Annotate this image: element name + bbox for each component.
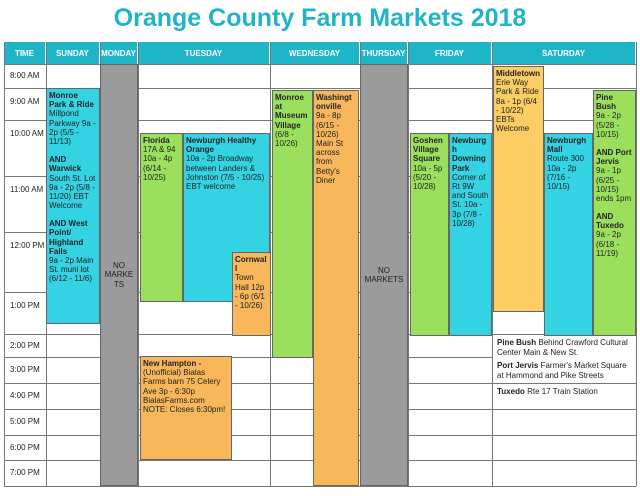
market-detail: 9a - 8p (6/15 - 10/26) Main St across fr… <box>316 111 344 185</box>
market-block: Monroe at Museum Village (6/8 - 10/26) <box>272 90 313 358</box>
market-block: Middletown Erie Way Park & Ride 8a - 1p (… <box>493 66 544 312</box>
market-name: AND West Point/ Highland Falls <box>49 219 88 256</box>
time-label: 12:00 PM <box>10 241 45 250</box>
row-line <box>4 486 636 487</box>
market-name: Cornwall <box>235 255 267 274</box>
market-block: NO MARKETS <box>100 64 138 486</box>
market-detail: (Unofficial) Bialas Farms barn 75 Celery… <box>143 368 226 414</box>
market-detail: Millpond Parkway 9a - 2p (5/5 - 11/13) <box>49 109 96 146</box>
column-header: SATURDAY <box>492 42 636 64</box>
note-title: Pine Bush <box>497 338 537 347</box>
column-header: FRIDAY <box>408 42 492 64</box>
time-label: 9:00 AM <box>10 97 40 106</box>
time-label: 10:00 AM <box>10 129 44 138</box>
time-label: 7:00 PM <box>10 468 40 477</box>
market-name: Pine Bush <box>596 93 616 112</box>
market-block: NO MARKETS <box>360 64 408 486</box>
market-block: Monroe Park & Ride Millpond Parkway 9a - … <box>46 88 100 324</box>
row-line <box>4 64 636 65</box>
market-detail: 9a - 2p (6/18 - 11/19) <box>596 230 621 258</box>
row-line <box>4 88 636 89</box>
market-name: Washingtonville <box>316 93 352 112</box>
market-block: Florida 17A & 94 10a - 4p (6/14 - 10/25) <box>140 133 183 302</box>
market-detail: South St. Lot 9a - 2p (5/8 - 11/20) EBT … <box>49 173 96 211</box>
note-detail: Rte 17 Train Station <box>527 387 598 396</box>
market-block: Newburgh Healthy Orange 10a - 2p Broadway… <box>183 133 270 302</box>
market-block: Washingtonville 9a - 8p (6/15 - 10/26) Ma… <box>313 90 359 486</box>
market-detail: 9a - 1p (6/25 - 10/15) ends 1pm <box>596 166 632 203</box>
market-detail: Town Hall 12p - 6p (6/1 - 10/26) <box>235 273 265 310</box>
market-block: Newburgh Mall Route 300 10a - 2p (7/16 - … <box>544 133 593 336</box>
market-name: Monroe at Museum Village <box>275 93 308 130</box>
market-detail: 10a - 2p Broadway between Landers & John… <box>186 154 265 191</box>
location-note: Tuxedo Rte 17 Train Station <box>493 385 636 399</box>
time-label: 3:00 PM <box>10 365 40 374</box>
note-detail: Behind Crawford Cultural Center Main & N… <box>497 338 628 357</box>
market-name: New Hampton - <box>143 359 202 368</box>
market-block: Newburgh Downing Park Corner of Rt 9W and… <box>449 133 492 336</box>
column-line <box>492 42 493 486</box>
time-label: 5:00 PM <box>10 417 40 426</box>
column-header: MONDAY <box>100 42 138 64</box>
market-block: Pine Bush 9a - 2p (5/28 - 10/15) AND Port … <box>593 90 636 336</box>
market-detail: 10a - 5p (5/20 - 10/28) <box>413 163 443 191</box>
market-detail: NO MARKETS <box>364 265 404 284</box>
market-detail: Erie Way Park & Ride 8a - 1p (6/4 - 10/2… <box>496 78 539 134</box>
market-name: Newburgh Downing Park <box>452 136 487 173</box>
market-name: AND Tuxedo <box>596 212 624 231</box>
market-name: AND Port Jervis <box>596 147 632 167</box>
time-label: 11:00 AM <box>10 185 44 194</box>
note-detail: Farmer's Market Square at Hammond and Pi… <box>497 361 627 380</box>
market-name: Newburgh Mall <box>547 136 587 155</box>
time-label: 6:00 PM <box>10 442 40 452</box>
market-detail: 9a - 2p (5/28 - 10/15) <box>596 111 621 139</box>
page-title: Orange County Farm Markets 2018 <box>113 4 527 32</box>
column-header: WEDNESDAY <box>270 42 360 64</box>
market-block: Cornwall Town Hall 12p - 6p (6/1 - 10/26) <box>232 252 271 336</box>
time-label: 2:00 PM <box>10 340 40 350</box>
market-detail: NO MARKETS <box>104 261 134 289</box>
spacer <box>49 146 97 155</box>
column-line <box>4 42 5 486</box>
column-header: TIME <box>4 42 46 64</box>
market-name: Newburgh Healthy Orange <box>186 136 257 155</box>
column-line <box>636 42 637 486</box>
column-header: TUESDAY <box>138 42 270 64</box>
market-name: Middletown <box>496 69 540 78</box>
market-name: Florida <box>143 136 170 145</box>
column-line <box>408 42 409 486</box>
time-label: 8:00 AM <box>10 71 40 80</box>
spacer <box>49 210 97 219</box>
column-header: SUNDAY <box>46 42 100 64</box>
location-note: Port Jervis Farmer's Market Square at Ha… <box>493 359 636 383</box>
market-name: Goshen Village Square <box>413 136 443 164</box>
time-label: 1:00 PM <box>10 301 40 310</box>
note-title: Port Jervis <box>497 361 539 370</box>
market-detail: Corner of Rt 9W and South St. 10a - 3p (… <box>452 172 489 228</box>
market-detail: Route 300 10a - 2p (7/16 - 10/15) <box>547 154 584 191</box>
market-detail: 17A & 94 10a - 4p (6/14 - 10/25) <box>143 145 176 182</box>
market-block: New Hampton - (Unofficial) Bialas Farms b… <box>140 356 232 460</box>
spacer <box>596 203 633 212</box>
spacer <box>596 139 633 148</box>
market-detail: 9a - 2p Main St. muni lot (6/12 - 11/6) <box>49 256 94 284</box>
market-name: Monroe Park & Ride <box>49 91 94 110</box>
market-block: Goshen Village Square 10a - 5p (5/20 - 10… <box>410 133 449 336</box>
column-header: THURSDAY <box>360 42 408 64</box>
market-name: AND Warwick <box>49 155 82 174</box>
note-title: Tuxedo <box>497 387 525 396</box>
market-detail: (6/8 - 10/26) <box>275 129 298 148</box>
location-note: Pine Bush Behind Crawford Cultural Cente… <box>493 336 636 360</box>
column-line <box>138 42 139 486</box>
time-label: 4:00 PM <box>10 391 40 400</box>
